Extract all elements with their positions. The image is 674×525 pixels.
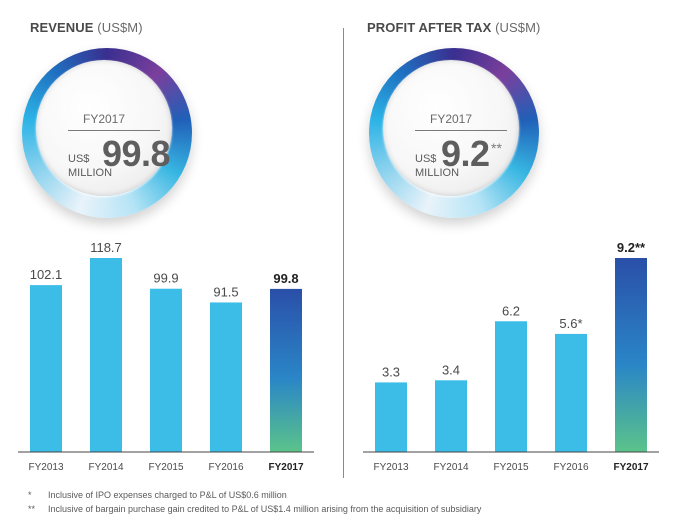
footnote-symbol: * <box>28 490 32 500</box>
category-label: FY2015 <box>148 462 183 473</box>
panel-divider <box>343 28 344 478</box>
data-label: 99.9 <box>153 271 178 286</box>
bar <box>30 285 62 452</box>
profit-bar-chart: 3.3 FY2013 3.4 FY2014 6.2 FY2015 5.6* FY2016 9.2… <box>363 240 659 473</box>
badge-currency: US$ <box>415 153 437 165</box>
badge-unit: MILLION <box>68 167 113 179</box>
category-label: FY2013 <box>373 462 408 473</box>
category-label: FY2017 <box>268 462 303 473</box>
footnote-symbol: ** <box>28 504 36 514</box>
badge-unit: MILLION <box>415 167 460 179</box>
bar <box>210 302 242 452</box>
revenue-title-main: REVENUE <box>30 20 94 35</box>
revenue-panel: REVENUE (US$M) FY2017 US$ MILLION 99.8 1… <box>0 0 337 480</box>
highlight-bar <box>270 288 302 452</box>
category-label: FY2013 <box>28 462 63 473</box>
bar <box>90 258 122 452</box>
badge-currency: US$ <box>68 153 90 165</box>
badge-face: FY2017 US$ MILLION 99.8 <box>36 60 172 196</box>
category-label: FY2017 <box>613 462 648 473</box>
data-label: 6.2 <box>502 303 520 318</box>
footnote-text: Inclusive of bargain purchase gain credi… <box>48 504 482 514</box>
data-label: 3.4 <box>442 362 460 377</box>
badge-value: 99.8 <box>102 133 171 174</box>
revenue-bar-chart: 102.1 FY2013 118.7 FY2014 99.9 FY2015 91.5 FY20… <box>18 240 314 473</box>
bar <box>555 333 587 452</box>
badge-year: FY2017 <box>429 112 473 126</box>
profit-title: PROFIT AFTER TAX (US$M) <box>367 20 540 35</box>
badge-value: 9.2 <box>441 133 490 174</box>
data-label: 99.8 <box>273 271 298 286</box>
highlight-bar <box>615 258 647 452</box>
revenue-title: REVENUE (US$M) <box>30 20 143 35</box>
revenue-highlight-badge: FY2017 US$ MILLION 99.8 <box>22 48 192 218</box>
badge-divider <box>68 130 160 131</box>
bar <box>495 321 527 452</box>
bar <box>435 380 467 452</box>
footnotes: * Inclusive of IPO expenses charged to P&… <box>28 488 481 516</box>
data-label: 102.1 <box>30 267 63 282</box>
bar <box>375 382 407 452</box>
profit-title-main: PROFIT AFTER TAX <box>367 20 492 35</box>
data-label: 3.3 <box>382 364 400 379</box>
category-label: FY2015 <box>493 462 528 473</box>
category-label: FY2016 <box>553 462 588 473</box>
data-label: 5.6* <box>559 316 582 331</box>
footnote-text: Inclusive of IPO expenses charged to P&L… <box>48 490 287 500</box>
category-label: FY2014 <box>88 462 123 473</box>
footnote-1: * Inclusive of IPO expenses charged to P&… <box>28 488 481 502</box>
profit-highlight-badge: FY2017 US$ MILLION 9.2 ** <box>369 48 539 218</box>
footnote-2: ** Inclusive of bargain purchase gain cre… <box>28 502 481 516</box>
badge-footnote-mark: ** <box>491 140 502 156</box>
badge-year: FY2017 <box>82 112 126 126</box>
data-label: 91.5 <box>213 284 238 299</box>
profit-panel: PROFIT AFTER TAX (US$M) FY2017 US$ MILLI… <box>337 0 674 480</box>
profit-title-unit: (US$M) <box>495 20 541 35</box>
badge-divider <box>415 130 507 131</box>
badge-face: FY2017 US$ MILLION 9.2 ** <box>383 60 519 196</box>
bar <box>150 288 182 452</box>
revenue-title-unit: (US$M) <box>97 20 143 35</box>
data-label: 9.2** <box>617 240 646 255</box>
data-label: 118.7 <box>90 240 122 255</box>
category-label: FY2016 <box>208 462 243 473</box>
category-label: FY2014 <box>433 462 468 473</box>
